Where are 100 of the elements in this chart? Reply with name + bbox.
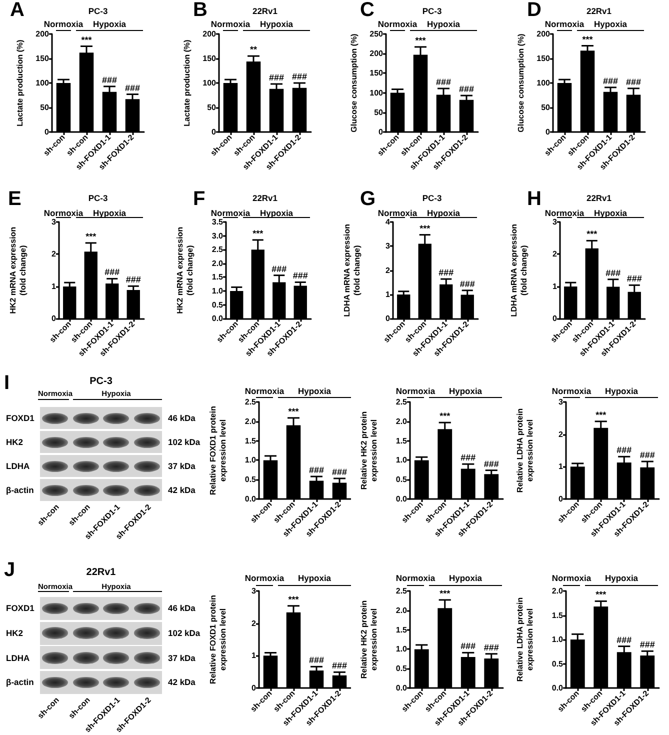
category-label: 102 kDa — [168, 436, 200, 447]
y-tick-label: 0.5 — [396, 664, 408, 674]
y-tick-label: 1.5 — [396, 436, 408, 446]
text: Normoxia — [552, 386, 592, 396]
y-tick-label: 2 — [558, 430, 564, 439]
text: Normoxia — [44, 18, 84, 29]
category-label: 37 kDa — [168, 460, 196, 471]
data-label: *** — [81, 34, 92, 45]
text: Hypoxia — [260, 208, 294, 218]
text: Normoxia — [378, 208, 418, 218]
text: Hypoxia — [594, 18, 628, 29]
y-tick-label: 1.5 — [212, 272, 224, 282]
y-tick-label: 3 — [558, 398, 564, 406]
text: Normoxia — [396, 386, 436, 396]
y-tick-label: 0.5 — [552, 659, 564, 668]
text: Normoxia — [396, 572, 436, 583]
y-tick-label: 100 — [370, 88, 384, 98]
category-label: LDHA — [6, 460, 30, 471]
y-tick-label: 0 — [558, 494, 564, 504]
category-label: 37 kDa — [168, 652, 196, 663]
category-label: FOXD1 — [6, 412, 34, 423]
y-tick-label: 3 — [386, 242, 391, 251]
text: PC-3 — [90, 376, 112, 387]
y-axis-title: HK2 mRNA expression (fold change) — [176, 226, 194, 314]
text: Normoxia — [210, 208, 250, 218]
y-axis-title: Lactate production (%) — [15, 39, 24, 126]
y-tick-label: 50 — [40, 103, 50, 112]
text: Normoxia — [544, 208, 584, 218]
data-label: ### — [460, 278, 475, 289]
y-tick-label: 250 — [370, 30, 384, 38]
data-label: *** — [440, 588, 451, 598]
y-tick-label: 0 — [44, 128, 50, 136]
category-label: LDHA — [6, 652, 30, 663]
text: Hypoxia — [426, 208, 460, 218]
text: E — [8, 188, 22, 210]
text: Hypoxia — [260, 18, 294, 29]
chart-title: PC-3 — [88, 6, 108, 16]
data-label: ### — [308, 464, 324, 475]
text: Hypoxia — [298, 386, 332, 396]
text: Normoxia — [544, 18, 584, 29]
text: Normoxia — [244, 386, 284, 396]
data-label: ### — [460, 641, 476, 652]
data-label: ### — [272, 264, 287, 274]
category-label: FOXD1 — [6, 603, 34, 614]
data-label: ### — [268, 72, 284, 82]
y-tick-label: 0 — [378, 128, 384, 136]
data-label: *** — [440, 411, 451, 422]
data-label: ** — [250, 44, 258, 55]
category-label: 46 kDa — [168, 603, 196, 614]
category-label: 42 kDa — [168, 484, 196, 495]
text: A — [10, 0, 24, 21]
text: 22Rv1 — [86, 567, 116, 578]
y-tick-label: 2 — [252, 618, 257, 628]
y-tick-label: 3.5 — [212, 218, 224, 226]
category-label: 102 kDa — [168, 628, 200, 638]
data-label: ### — [602, 76, 618, 86]
chart-title: PC-3 — [88, 192, 108, 203]
y-tick-label: 0 — [546, 128, 551, 136]
text: Normoxia — [44, 208, 84, 218]
y-tick-label: 1.0 — [552, 635, 564, 644]
y-tick-label: 1.5 — [552, 610, 564, 620]
y-tick-label: 2.5 — [212, 245, 224, 254]
y-tick-label: 0.5 — [244, 475, 257, 484]
y-tick-label: 3 — [552, 218, 558, 226]
data-label: *** — [86, 231, 97, 242]
y-tick-label: 3 — [52, 218, 57, 226]
y-tick-label: 0 — [212, 128, 217, 136]
y-tick-label: 100 — [536, 78, 551, 88]
chart-title: 22Rv1 — [586, 6, 612, 16]
y-tick-label: 1.0 — [244, 456, 257, 465]
y-tick-label: 4 — [386, 218, 391, 226]
y-axis-title: Glucose consumption (%) — [516, 33, 526, 132]
data-label: ### — [606, 268, 621, 278]
text: B — [193, 0, 208, 21]
y-tick-label: 1.0 — [396, 644, 408, 654]
y-tick-label: 1.5 — [244, 436, 257, 446]
data-label: ### — [292, 72, 308, 82]
y-tick-label: 2.0 — [396, 416, 408, 426]
data-label: *** — [586, 229, 598, 240]
data-label: ### — [292, 270, 308, 281]
y-tick-label: 0.0 — [552, 684, 564, 692]
data-label: ### — [124, 82, 140, 93]
text: Hypoxia — [604, 572, 638, 583]
data-label: ### — [616, 445, 632, 456]
data-label: ### — [458, 84, 474, 94]
y-axis-title: Relative HK2 protein expression level — [360, 600, 378, 679]
category-label: HK2 — [6, 436, 24, 447]
y-tick-label: 1 — [552, 282, 558, 291]
y-tick-label: 2.5 — [244, 398, 257, 406]
y-tick-label: 2.5 — [396, 398, 408, 406]
y-tick-label: 3.0 — [212, 231, 224, 240]
y-axis-title: Relative FOXD1 protein expression level — [208, 406, 228, 495]
y-tick-label: 0.0 — [396, 684, 408, 692]
text: Hypoxia — [426, 18, 460, 29]
y-tick-label: 2.0 — [396, 606, 408, 615]
data-label: *** — [596, 410, 607, 420]
y-axis-title: LDHA mRNA expression (fold change) — [510, 224, 528, 317]
y-tick-label: 50 — [541, 103, 551, 112]
y-tick-label: 100 — [36, 78, 50, 88]
data-label: ### — [616, 634, 632, 645]
